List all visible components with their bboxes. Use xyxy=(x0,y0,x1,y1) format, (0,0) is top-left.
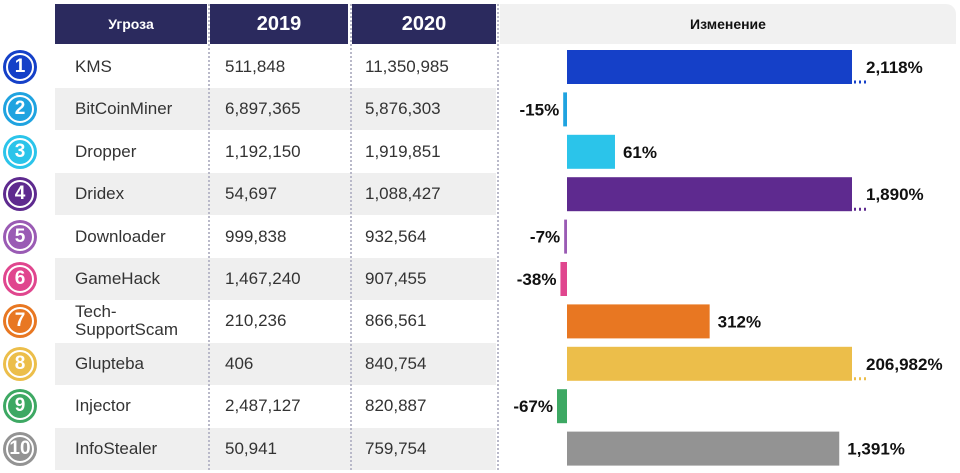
value-2020: 866,561 xyxy=(365,311,427,331)
value-2019: 511,848 xyxy=(225,57,286,76)
value-2019: 1,467,240 xyxy=(225,269,301,288)
table-row: BitCoinMiner 6,897,365 5,876,303 xyxy=(55,88,496,131)
table-row: Tech- SupportScam 210,236 866,561 xyxy=(55,300,496,342)
header-threat: Угроза xyxy=(55,4,207,44)
change-label: -15% xyxy=(520,100,560,119)
value-2019: 2,487,127 xyxy=(225,396,301,416)
change-label: 312% xyxy=(718,312,761,331)
threat-name: Tech- SupportScam xyxy=(75,302,178,340)
change-bar xyxy=(564,219,567,254)
rank-badge: 4 xyxy=(3,177,37,212)
threat-name: InfoStealer xyxy=(75,438,158,458)
rank-badge: 6 xyxy=(3,262,37,296)
value-2019: 1,192,150 xyxy=(225,141,301,161)
change-label: 1,890% xyxy=(866,185,924,204)
change-bar xyxy=(567,431,840,466)
value-2020: 840,754 xyxy=(365,353,427,373)
table-row: Dropper 1,192,150 1,919,851 xyxy=(55,131,496,173)
change-label: -7% xyxy=(530,228,560,247)
change-bar xyxy=(567,50,852,84)
table-row: KMS 511,848 11,350,985 xyxy=(55,46,496,88)
change-label: 61% xyxy=(623,143,657,162)
threat-name: Injector xyxy=(75,396,131,416)
value-2020: 11,350,985 xyxy=(365,57,449,76)
change-label: 1,391% xyxy=(847,440,905,459)
value-2020: 907,455 xyxy=(365,269,427,288)
threat-name: Glupteba xyxy=(75,353,144,373)
threat-name: GameHack xyxy=(75,269,161,288)
rank-badge: 5 xyxy=(3,219,37,254)
rank-badge: 1 xyxy=(3,50,37,84)
rank-badge: 3 xyxy=(3,134,37,169)
change-bar xyxy=(567,304,710,339)
rank-badge: 10 xyxy=(3,431,37,466)
value-2019: 406 xyxy=(225,353,254,373)
rank-badge: 2 xyxy=(3,92,37,127)
value-2019: 999,838 xyxy=(225,226,287,246)
value-2019: 6,897,365 xyxy=(225,99,301,119)
change-label: 2,118% xyxy=(866,58,923,77)
value-2020: 932,564 xyxy=(365,226,427,246)
rank-badge: 9 xyxy=(3,389,37,424)
rank-badge: 8 xyxy=(3,346,37,381)
rank-badge: 7 xyxy=(3,304,37,339)
change-bar xyxy=(557,389,567,424)
threat-name: Dridex xyxy=(75,184,125,204)
value-2019: 54,697 xyxy=(225,184,277,204)
table-row: Glupteba 406 840,754 xyxy=(55,342,496,385)
table-row: Dridex 54,697 1,088,427 xyxy=(55,173,496,216)
threat-name: Downloader xyxy=(75,226,166,246)
change-label: 206,982% xyxy=(866,355,943,374)
value-2019: 50,941 xyxy=(225,438,277,458)
table-row: Downloader 999,838 932,564 xyxy=(55,216,496,258)
column-divider xyxy=(350,4,352,470)
value-2020: 1,919,851 xyxy=(365,141,441,161)
threat-name: KMS xyxy=(75,57,112,76)
value-2020: 820,887 xyxy=(365,396,427,416)
header-2019: 2019 xyxy=(210,4,348,44)
threat-name: BitCoinMiner xyxy=(75,99,173,119)
header-change: Изменение xyxy=(500,4,956,44)
value-2020: 759,754 xyxy=(365,438,427,458)
table-row: Injector 2,487,127 820,887 xyxy=(55,385,496,427)
threat-name: Dropper xyxy=(75,141,137,161)
change-bar xyxy=(567,346,852,381)
column-divider xyxy=(497,4,499,470)
value-2020: 1,088,427 xyxy=(365,184,441,204)
change-bar xyxy=(567,134,615,169)
change-label: -38% xyxy=(517,270,557,289)
column-divider xyxy=(208,4,210,470)
table-row: GameHack 1,467,240 907,455 xyxy=(55,258,496,300)
change-bar xyxy=(567,177,852,212)
table-row: InfoStealer 50,941 759,754 xyxy=(55,427,496,470)
value-2020: 5,876,303 xyxy=(365,99,441,119)
value-2019: 210,236 xyxy=(225,311,287,331)
change-bar xyxy=(560,262,567,296)
change-label: -67% xyxy=(513,397,553,416)
change-bar xyxy=(563,92,567,127)
header-2020: 2020 xyxy=(352,4,496,44)
